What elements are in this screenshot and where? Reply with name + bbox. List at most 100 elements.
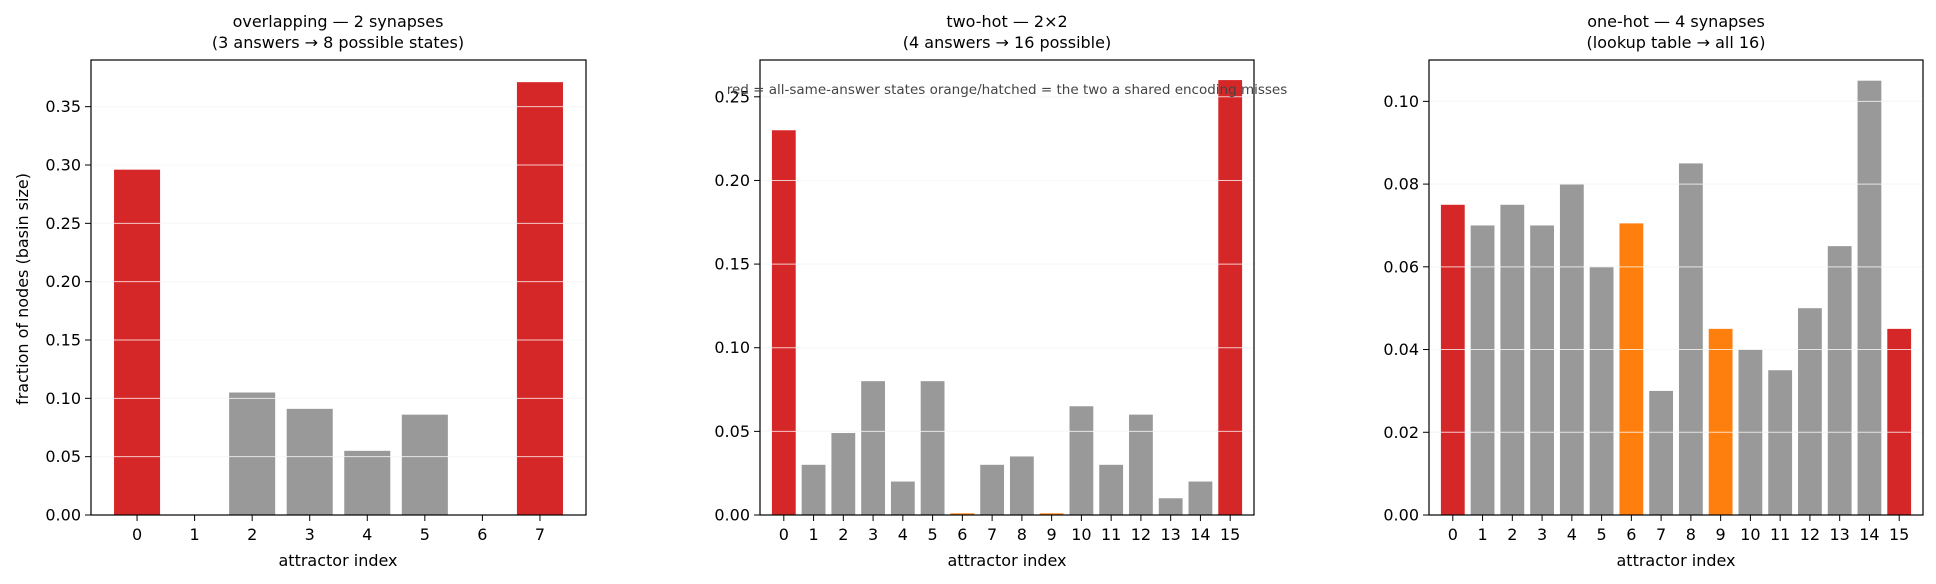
x-tick-label: 7 xyxy=(535,525,545,544)
bar-attractor-8 xyxy=(1678,163,1703,515)
x-tick-label: 6 xyxy=(957,525,967,544)
y-tick-label: 0.15 xyxy=(714,255,750,274)
bar-attractor-3 xyxy=(861,381,885,515)
bar-attractor-2 xyxy=(1500,204,1525,516)
y-tick-label: 0.10 xyxy=(45,389,81,408)
subplot-title: overlapping — 2 synapses xyxy=(233,12,444,31)
color-key-annotation: red = all-same-answer states orange/hatc… xyxy=(727,82,1288,98)
bar-attractor-7 xyxy=(980,464,1005,515)
bar-attractor-14 xyxy=(1857,80,1882,515)
bar-attractor-7 xyxy=(516,82,563,516)
x-tick-label: 10 xyxy=(1071,525,1091,544)
x-tick-label: 2 xyxy=(838,525,848,544)
x-tick-label: 1 xyxy=(1477,525,1487,544)
bar-attractor-5 xyxy=(1589,266,1614,515)
y-tick-label: 0.00 xyxy=(714,506,750,525)
bar-attractor-11 xyxy=(1768,370,1793,515)
y-tick-label: 0.10 xyxy=(714,338,750,357)
plot-frame xyxy=(759,59,1255,516)
bar-attractor-12 xyxy=(1798,308,1822,515)
bar-attractor-15 xyxy=(1218,80,1243,515)
x-tick-label: 12 xyxy=(1131,525,1151,544)
subplot-subtitle: (4 answers → 16 possible) xyxy=(903,33,1111,52)
x-tick-label: 2 xyxy=(247,525,257,544)
x-tick-label: 3 xyxy=(1537,525,1547,544)
x-axis-label: attractor index xyxy=(1616,551,1735,570)
y-tick-label: 0.06 xyxy=(1383,257,1419,276)
x-tick-label: 4 xyxy=(898,525,908,544)
y-tick-label: 0.25 xyxy=(714,87,750,106)
bar-attractor-4 xyxy=(344,450,391,515)
bar-attractor-6 xyxy=(950,513,975,515)
bar-attractor-5 xyxy=(401,414,448,515)
bar-attractor-0 xyxy=(771,130,796,515)
bar-attractor-14 xyxy=(1188,481,1213,515)
plot-frame xyxy=(1428,59,1924,516)
subplot-one-hot: one-hot — 4 synapses (lookup table → all… xyxy=(1383,12,1924,570)
x-axis-label: attractor index xyxy=(947,551,1066,570)
bar-attractor-3 xyxy=(1530,225,1554,516)
bar-attractor-13 xyxy=(1158,498,1183,515)
x-axis-label: attractor index xyxy=(278,551,397,570)
x-tick-label: 7 xyxy=(1656,525,1666,544)
subplot-title: two-hot — 2×2 xyxy=(946,12,1067,31)
y-tick-label: 0.10 xyxy=(1383,92,1419,111)
x-tick-label: 13 xyxy=(1160,525,1180,544)
x-tick-label: 0 xyxy=(132,525,142,544)
y-tick-label: 0.00 xyxy=(1383,506,1419,525)
subplot-two-hot: two-hot — 2×2 (4 answers → 16 possible) … xyxy=(714,12,1255,570)
subplot-overlapping: overlapping — 2 synapses (3 answers → 8 … xyxy=(13,12,587,570)
subplot-subtitle: (lookup table → all 16) xyxy=(1587,33,1766,52)
x-tick-label: 9 xyxy=(1047,525,1057,544)
x-tick-label: 2 xyxy=(1507,525,1517,544)
subplot-title: one-hot — 4 synapses xyxy=(1587,12,1765,31)
y-tick-label: 0.05 xyxy=(45,447,81,466)
y-tick-label: 0.08 xyxy=(1383,175,1419,194)
x-tick-label: 0 xyxy=(1448,525,1458,544)
bar-attractor-3 xyxy=(286,408,333,515)
bar-attractor-15 xyxy=(1887,328,1912,515)
y-tick-label: 0.20 xyxy=(714,171,750,190)
bar-attractor-9 xyxy=(1039,513,1064,515)
bar-attractor-12 xyxy=(1129,414,1153,515)
x-tick-label: 7 xyxy=(987,525,997,544)
y-tick-label: 0.15 xyxy=(45,331,81,350)
y-tick-label: 0.00 xyxy=(45,506,81,525)
bar-attractor-2 xyxy=(831,433,856,515)
x-tick-label: 10 xyxy=(1740,525,1760,544)
bar-attractor-7 xyxy=(1649,390,1674,515)
x-tick-label: 5 xyxy=(420,525,430,544)
bar-attractor-0 xyxy=(1440,204,1465,516)
bar-attractor-9 xyxy=(1708,328,1733,515)
x-tick-label: 11 xyxy=(1101,525,1121,544)
bar-attractor-1 xyxy=(801,464,826,515)
bar-attractor-13 xyxy=(1827,246,1852,516)
x-tick-label: 14 xyxy=(1859,525,1879,544)
y-tick-label: 0.20 xyxy=(45,272,81,291)
x-tick-label: 12 xyxy=(1800,525,1820,544)
x-tick-label: 1 xyxy=(808,525,818,544)
x-tick-label: 15 xyxy=(1889,525,1909,544)
bar-attractor-8 xyxy=(1009,456,1034,515)
y-tick-label: 0.02 xyxy=(1383,423,1419,442)
x-tick-label: 1 xyxy=(190,525,200,544)
y-tick-label: 0.35 xyxy=(45,97,81,116)
x-tick-label: 11 xyxy=(1770,525,1790,544)
bar-attractor-0 xyxy=(114,169,161,515)
bar-attractor-6 xyxy=(1619,223,1644,516)
y-tick-label: 0.04 xyxy=(1383,340,1419,359)
plot-frame xyxy=(90,59,587,516)
x-tick-label: 9 xyxy=(1716,525,1726,544)
x-tick-label: 15 xyxy=(1220,525,1240,544)
bar-attractor-11 xyxy=(1099,464,1124,515)
bar-attractor-1 xyxy=(1470,225,1495,516)
bar-attractor-4 xyxy=(890,481,915,515)
x-tick-label: 5 xyxy=(928,525,938,544)
bar-attractor-2 xyxy=(229,392,276,515)
x-tick-label: 14 xyxy=(1190,525,1210,544)
x-tick-label: 13 xyxy=(1829,525,1849,544)
x-tick-label: 8 xyxy=(1686,525,1696,544)
y-tick-label: 0.25 xyxy=(45,214,81,233)
y-tick-label: 0.30 xyxy=(45,156,81,175)
